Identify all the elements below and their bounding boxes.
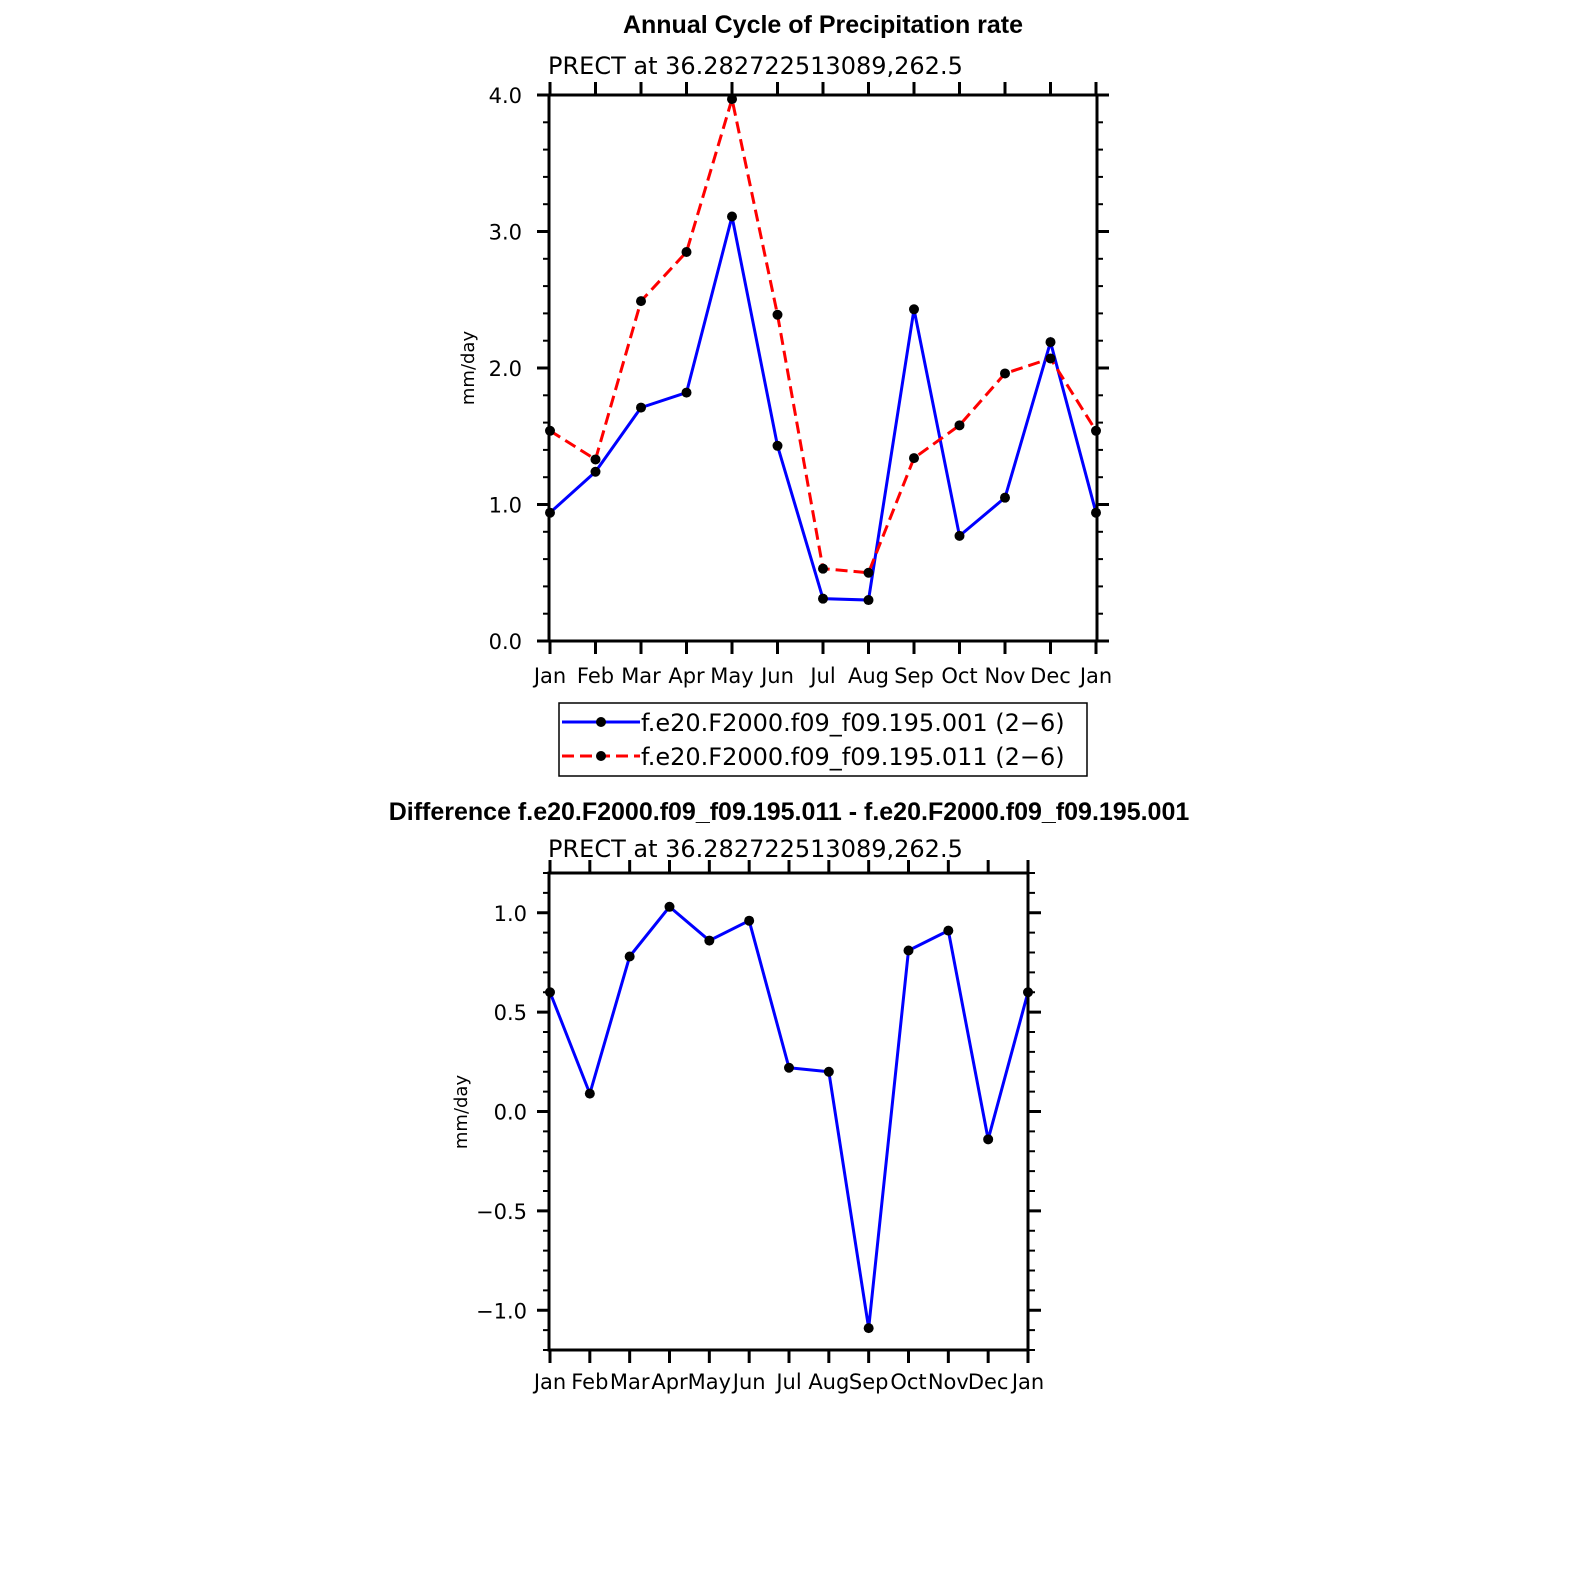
chart1-series-1-point <box>772 440 783 451</box>
chart1-series-2-point <box>863 567 874 578</box>
chart1-series-001-markers <box>545 211 1101 606</box>
chart2-x-tick-label: Jun <box>731 1370 766 1394</box>
chart1-series-1-point <box>590 466 601 477</box>
chart1-y-tick-labels: 0.0 1.0 2.0 3.0 4.0 <box>489 84 522 654</box>
chart2-x-tick-labels: Jan Feb Mar Apr May Jun Jul Aug Sep Oct Nov Dec Jan <box>532 1370 1044 1394</box>
chart2-x-tick-label: Oct <box>890 1370 926 1394</box>
chart2-x-tick-label: Jan <box>532 1370 566 1394</box>
chart1-series-001-line <box>548 216 1098 602</box>
chart2-y-tick-labels: −1.0 −0.5 0.0 0.5 1.0 <box>476 902 527 1324</box>
chart1-y-tick-label: 1.0 <box>489 494 522 518</box>
chart2-x-tick-label: Apr <box>651 1370 688 1394</box>
chart1-series-1-point <box>818 593 828 604</box>
chart1-x-tick-label: Jul <box>808 664 835 688</box>
legend-marker-series-011 <box>596 751 606 761</box>
chart2-x-tick-label: Jul <box>774 1370 801 1394</box>
chart1-series-2-point <box>818 563 828 574</box>
chart2-series-1-point <box>784 1062 794 1073</box>
chart1-series-2-point <box>1045 353 1056 364</box>
chart1-y-tick-label: 0.0 <box>489 630 522 654</box>
chart1-series-1-point <box>1000 492 1010 503</box>
chart2-y-tick-label: 1.0 <box>494 902 527 926</box>
chart1-y-tick-label: 4.0 <box>489 84 522 108</box>
chart1-legend: f.e20.F2000.f09_f09.195.001 (2−6) f.e20.… <box>558 702 1088 777</box>
chart2-series-1-point <box>664 901 675 912</box>
chart1-y-tick-label: 2.0 <box>489 357 522 381</box>
chart2-series-1-point <box>983 1134 994 1145</box>
legend-label-series-001: f.e20.F2000.f09_f09.195.001 (2−6) <box>641 709 1065 737</box>
chart1-series-1-point <box>863 595 874 606</box>
chart1-series-2-point <box>727 94 737 105</box>
chart2-title: Difference f.e20.F2000.f09_f09.195.011 -… <box>389 798 1190 826</box>
chart1-series-2-point <box>909 453 919 464</box>
chart2-series-1-point <box>704 935 715 946</box>
chart2-x-tick-label: Aug <box>808 1370 849 1394</box>
chart1-series-1-point <box>954 530 965 541</box>
chart2-y-tick-label: 0.5 <box>494 1001 527 1025</box>
chart2-series-1-point <box>943 925 954 936</box>
chart1-series-1-point <box>681 387 692 398</box>
chart2-ticks <box>537 860 1041 1363</box>
chart2-y-tick-label: 0.0 <box>494 1101 527 1125</box>
chart1-ticks <box>537 82 1109 654</box>
chart2-y-tick-label: −1.0 <box>476 1299 527 1323</box>
chart2-series-1-point <box>624 951 635 962</box>
chart1-subtitle: PRECT at 36.282722513089,262.5 <box>548 52 963 80</box>
chart2-difference-line <box>548 904 1030 1329</box>
legend-label-series-011: f.e20.F2000.f09_f09.195.011 (2−6) <box>641 743 1065 771</box>
chart1-x-tick-label: Dec <box>1030 664 1071 688</box>
chart2-series-1-point <box>823 1066 834 1077</box>
chart2-x-tick-label: Jan <box>1010 1370 1044 1394</box>
chart2-series-1-point <box>584 1088 595 1099</box>
chart2-x-tick-label: Sep <box>849 1370 889 1394</box>
chart1-x-tick-label: Mar <box>621 664 661 688</box>
chart1-x-tick-label: Sep <box>894 664 934 688</box>
chart1-series-011-line <box>549 98 1098 575</box>
chart1-plot-frame <box>547 93 1099 643</box>
chart1-x-tick-label: Feb <box>577 664 614 688</box>
chart1-series-2-point <box>636 296 646 307</box>
chart1-x-tick-label: Nov <box>985 664 1026 688</box>
legend-marker-series-001 <box>596 717 606 727</box>
chart2-difference-markers <box>545 901 1033 1334</box>
chart1-series-1-point <box>909 304 919 315</box>
precipitation-annual-cycle-chart: Annual Cycle of Precipitation rate PRECT… <box>458 11 1112 777</box>
difference-chart: Difference f.e20.F2000.f09_f09.195.011 -… <box>389 798 1190 1394</box>
chart1-series-2-point <box>681 246 692 257</box>
chart1-x-tick-label: May <box>710 664 753 688</box>
chart1-x-tick-label: Oct <box>941 664 977 688</box>
legend-box <box>558 702 1088 777</box>
chart2-x-tick-label: May <box>688 1370 731 1394</box>
chart1-x-tick-label: Jun <box>759 664 794 688</box>
chart1-title: Annual Cycle of Precipitation rate <box>623 11 1023 39</box>
chart1-series-1-point <box>1045 337 1056 348</box>
chart2-plot-frame <box>547 871 1030 1352</box>
chart2-y-axis-label: mm/day <box>451 1075 472 1150</box>
chart2-series-1-point <box>863 1323 874 1334</box>
chart1-series-1-point <box>636 402 646 413</box>
chart1-x-tick-label: Jan <box>1078 664 1112 688</box>
chart2-subtitle: PRECT at 36.282722513089,262.5 <box>548 835 963 863</box>
chart1-series-2-point <box>772 309 783 320</box>
chart2-x-tick-label: Nov <box>928 1370 969 1394</box>
chart1-x-tick-label: Apr <box>668 664 705 688</box>
chart2-series-1-point <box>903 945 914 956</box>
chart1-series-2-point <box>954 420 965 431</box>
chart1-series-011-markers <box>545 94 1101 578</box>
chart2-series-1-point <box>744 915 755 926</box>
chart1-series-2-point <box>1000 368 1010 379</box>
chart2-x-tick-label: Mar <box>610 1370 650 1394</box>
chart1-x-tick-label: Jan <box>532 664 566 688</box>
chart1-x-tick-labels: Jan Feb Mar Apr May Jun Jul Aug Sep Oct Nov Dec Jan <box>532 664 1112 688</box>
chart2-x-tick-label: Dec <box>968 1370 1009 1394</box>
chart2-x-tick-label: Feb <box>571 1370 608 1394</box>
chart2-y-tick-label: −0.5 <box>476 1200 527 1224</box>
chart1-series-1-point <box>727 211 737 222</box>
chart1-y-axis-label: mm/day <box>458 331 479 406</box>
chart1-series-2-point <box>590 454 601 465</box>
chart1-y-tick-label: 3.0 <box>489 221 522 245</box>
chart1-x-tick-label: Aug <box>848 664 889 688</box>
